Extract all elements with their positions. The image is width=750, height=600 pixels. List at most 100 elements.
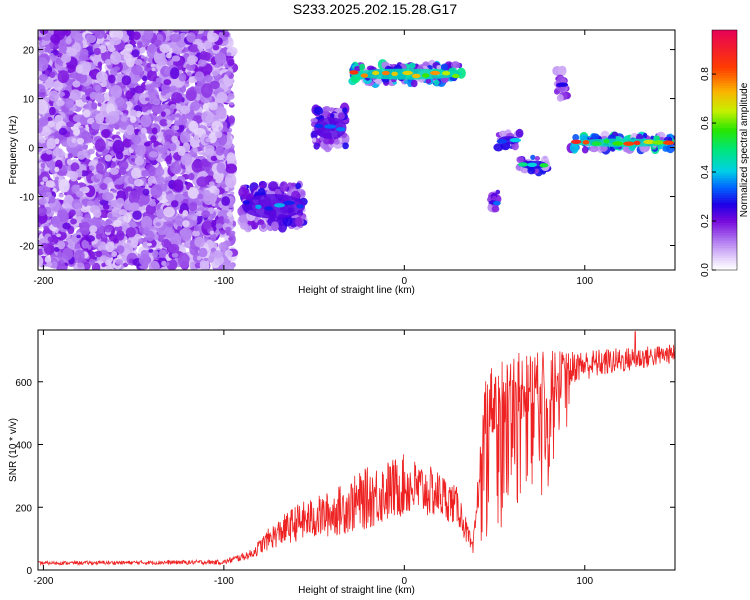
spectrogram-peak bbox=[517, 162, 529, 167]
spectrogram-cell bbox=[47, 120, 55, 128]
spectrogram-peak bbox=[349, 70, 359, 75]
spectrogram-peak bbox=[643, 139, 655, 145]
spectrogram-cell bbox=[144, 30, 154, 40]
colorbar-swatch bbox=[712, 262, 737, 266]
spectrogram-cell bbox=[111, 157, 117, 162]
x-axis-label: Height of straight line (km) bbox=[298, 585, 415, 596]
spectrogram-cell bbox=[40, 181, 45, 185]
colorbar-swatch bbox=[712, 47, 737, 51]
spectrogram-peak bbox=[296, 204, 304, 209]
spectrogram-cell bbox=[51, 215, 61, 228]
spectrogram-cell bbox=[47, 116, 53, 122]
colorbar-swatch bbox=[712, 155, 737, 159]
spectrogram-cell bbox=[95, 232, 102, 240]
spectrogram-cell bbox=[46, 138, 56, 150]
spectrogram-cell bbox=[116, 131, 121, 135]
spectrogram-cell bbox=[113, 219, 122, 227]
x-tick-label: -100 bbox=[214, 276, 234, 287]
spectrogram-cell bbox=[49, 106, 56, 116]
spectrogram-cell bbox=[161, 153, 167, 159]
spectrogram-cell bbox=[557, 65, 567, 77]
spectrogram-cell bbox=[213, 187, 220, 195]
spectrogram-cell bbox=[99, 209, 110, 219]
spectrogram-cell bbox=[227, 58, 235, 67]
spectrogram-cell bbox=[436, 65, 442, 70]
spectrogram-cell bbox=[199, 50, 208, 61]
colorbar-swatch bbox=[712, 192, 737, 196]
spectrogram-cell bbox=[225, 163, 237, 174]
spectrogram-cell bbox=[58, 178, 70, 193]
colorbar-swatch bbox=[712, 95, 737, 99]
spectrogram-cell bbox=[226, 152, 236, 164]
spectrogram-cell bbox=[225, 131, 232, 138]
spectrogram-cell bbox=[180, 153, 193, 166]
spectrogram-cell bbox=[88, 148, 95, 155]
spectrogram-cell bbox=[174, 193, 185, 203]
spectrogram-cell bbox=[76, 30, 82, 33]
spectrogram-cell bbox=[76, 137, 85, 145]
spectrogram-peak bbox=[421, 73, 430, 78]
colorbar-tick-label: 0.0 bbox=[700, 263, 711, 277]
spectrogram-cell bbox=[65, 36, 72, 45]
spectrogram-cell bbox=[58, 30, 64, 33]
colorbar-swatch bbox=[712, 190, 737, 194]
spectrogram-cell bbox=[47, 236, 53, 242]
spectrogram-cell bbox=[209, 80, 220, 90]
spectrogram-cell bbox=[63, 194, 75, 209]
spectrogram-cell bbox=[187, 187, 199, 199]
spectrogram-peak bbox=[633, 140, 641, 146]
spectrogram-cell bbox=[102, 203, 110, 210]
spectrogram-peak bbox=[493, 201, 501, 206]
spectrogram-cell bbox=[199, 259, 210, 270]
spectrogram-cell bbox=[61, 53, 72, 64]
colorbar-swatch bbox=[712, 62, 737, 66]
spectrogram-cell bbox=[105, 259, 111, 266]
spectrogram-cell bbox=[178, 252, 190, 268]
spectrogram-cell bbox=[109, 37, 122, 46]
spectrogram-cell bbox=[209, 233, 217, 242]
spectrogram-cell bbox=[227, 93, 235, 100]
spectrogram-cell bbox=[207, 32, 219, 43]
spectrogram-cell bbox=[205, 200, 211, 204]
spectrogram-cell bbox=[192, 230, 200, 237]
spectrogram-cell bbox=[491, 205, 500, 213]
spectrogram-cell bbox=[105, 241, 115, 253]
spectrogram-cell bbox=[148, 166, 157, 177]
spectrogram-cell bbox=[170, 67, 180, 80]
spectrogram-cell bbox=[173, 30, 179, 33]
spectrogram-cell bbox=[142, 188, 150, 196]
spectrogram-cell bbox=[83, 109, 91, 118]
spectrogram-cell bbox=[134, 59, 143, 66]
colorbar-swatch bbox=[712, 152, 737, 156]
spectrogram-cell bbox=[110, 85, 123, 98]
spectrogram-cell bbox=[542, 156, 548, 160]
spectrogram-cell bbox=[215, 131, 223, 138]
spectrogram-cell bbox=[38, 206, 47, 217]
spectrogram-cell bbox=[170, 113, 176, 121]
spectrogram-cell bbox=[83, 263, 90, 269]
spectrogram-cell bbox=[71, 184, 80, 193]
spectrogram-cell bbox=[159, 119, 169, 127]
spectrogram-cell bbox=[642, 132, 648, 139]
spectrogram-cell bbox=[410, 79, 418, 88]
spectrogram-cell bbox=[171, 135, 178, 143]
spectrogram-cell bbox=[82, 61, 92, 73]
colorbar-swatch bbox=[712, 72, 737, 76]
spectrogram-cell bbox=[45, 180, 55, 188]
spectrogram-cell bbox=[59, 91, 65, 97]
colorbar-swatch bbox=[712, 110, 737, 114]
spectrogram-blobs bbox=[38, 30, 675, 270]
spectrogram-cell bbox=[56, 233, 61, 238]
spectrogram-cell bbox=[114, 225, 123, 232]
spectrogram-cell bbox=[221, 196, 231, 207]
spectrogram-cell bbox=[108, 96, 116, 102]
spectrogram-cell bbox=[177, 145, 186, 157]
spectrogram-cell bbox=[75, 64, 84, 74]
spectrogram-cell bbox=[74, 249, 85, 263]
spectrogram-cell bbox=[291, 182, 297, 187]
spectrogram-cell bbox=[450, 61, 461, 69]
spectrogram-cell bbox=[40, 205, 45, 209]
spectrogram-cell bbox=[55, 99, 65, 107]
spectrogram-cell bbox=[155, 77, 162, 83]
spectrogram-cell bbox=[313, 142, 320, 150]
